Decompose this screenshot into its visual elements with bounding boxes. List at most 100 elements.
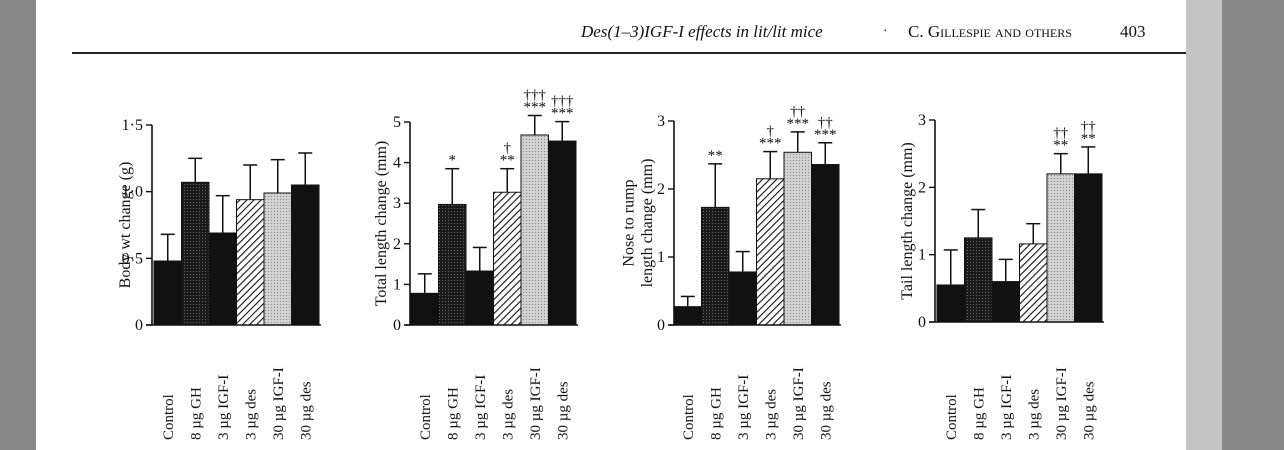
y-tick-label: 1	[657, 249, 665, 266]
category-label: 3 µg IGF-I	[999, 375, 1015, 440]
header-rule	[72, 52, 1204, 54]
y-tick-label: 0	[918, 314, 926, 331]
y-tick-label: 3	[393, 195, 401, 212]
significance-label: ††	[1081, 119, 1097, 135]
category-label: 30 µg IGF-I	[791, 367, 807, 440]
y-tick-label: 0	[657, 317, 665, 334]
y-tick-label: 4	[393, 155, 401, 172]
y-tick-label: 3	[657, 113, 665, 130]
bar	[673, 306, 702, 326]
bar	[1019, 243, 1048, 323]
significance-label: **	[1081, 131, 1096, 147]
scanner-margin	[1186, 0, 1222, 450]
running-author: C. Gillespie and others	[908, 22, 1072, 41]
category-label: 30 µg IGF-I	[528, 367, 544, 440]
bar	[991, 281, 1020, 323]
bar	[701, 206, 730, 326]
category-label: 30 µg IGF-I	[1054, 367, 1070, 440]
bar	[548, 140, 577, 326]
bar	[756, 178, 785, 326]
y-tick-label: 1	[918, 247, 926, 264]
category-label: 30 µg des	[1081, 381, 1097, 440]
y-tick-label: 0	[135, 317, 143, 334]
y-axis-label: Nose to rumplength change (mm)	[621, 159, 656, 288]
significance-label: **	[1053, 138, 1068, 154]
category-label: 3 µg des	[763, 389, 779, 440]
category-label: 8 µg GH	[445, 387, 461, 440]
bar	[493, 191, 522, 326]
chart-panel-3: 0 1 2 3 Nose to rumplength change (mm) Contro…	[621, 104, 841, 440]
significance-label: ††	[818, 115, 834, 131]
significance-label: †††	[551, 94, 574, 110]
bar	[811, 164, 840, 326]
bar	[208, 232, 237, 326]
category-label: 8 µg GH	[708, 387, 724, 440]
category-label: 3 µg des	[243, 389, 259, 440]
journal-page: Des(1–3)IGF-I effects in lit/lit mice · …	[36, 0, 1222, 450]
y-tick-label: 3	[918, 112, 926, 129]
significance-label: ***	[524, 100, 547, 116]
y-axis-label: Body wt change (g)	[117, 162, 134, 289]
bar	[153, 260, 182, 326]
running-header: Des(1–3)IGF-I effects in lit/lit mice · …	[36, 22, 1222, 46]
significance-label: ***	[787, 116, 810, 132]
category-label: Control	[418, 394, 434, 440]
bar	[1046, 173, 1075, 323]
bar	[1074, 173, 1103, 323]
running-title: Des(1–3)IGF-I effects in lit/lit mice	[581, 22, 823, 41]
significance-label: **	[500, 153, 515, 169]
significance-label: ††	[1053, 126, 1069, 142]
bar	[291, 184, 320, 326]
category-label: Control	[944, 394, 960, 440]
bar	[263, 192, 292, 326]
bar	[410, 292, 439, 326]
y-tick-label: 1	[393, 276, 401, 293]
bar	[936, 284, 965, 323]
y-tick-label: 1·0	[122, 184, 143, 201]
significance-label: †	[767, 124, 775, 140]
page-number: 403	[1120, 22, 1146, 41]
figure-panels: 0 0·5 1·0 1·5 Body wt change (g) Control 8 µg …	[117, 88, 1104, 440]
significance-label: ††	[790, 104, 806, 120]
y-tick-label: 5	[393, 114, 401, 131]
bar	[181, 181, 210, 326]
bar	[236, 199, 265, 326]
significance-label: **	[708, 148, 723, 164]
category-label: 8 µg GH	[188, 387, 204, 440]
y-axis-label: Total length change (mm)	[373, 141, 390, 307]
category-label: 30 µg des	[555, 381, 571, 440]
category-label: Control	[161, 394, 177, 440]
y-axis-label: Tail length change (mm)	[899, 142, 916, 300]
category-label: 3 µg des	[500, 389, 516, 440]
significance-label: *	[449, 153, 457, 169]
y-tick-label: 2	[918, 179, 926, 196]
bar	[465, 270, 494, 326]
header-separator: ·	[883, 24, 888, 39]
significance-label: †	[504, 141, 512, 157]
significance-label: ***	[551, 106, 574, 122]
y-tick-label: 0	[393, 317, 401, 334]
y-tick-label: 0·5	[122, 250, 143, 267]
significance-label: ***	[814, 127, 837, 143]
bar	[783, 151, 812, 326]
category-label: 30 µg des	[818, 381, 834, 440]
bar	[728, 271, 757, 326]
category-label: 3 µg IGF-I	[736, 375, 752, 440]
y-tick-label: 2	[393, 236, 401, 253]
chart-panel-1: 0 0·5 1·0 1·5 Body wt change (g) Control 8 µg …	[117, 117, 321, 440]
bar	[438, 203, 467, 326]
category-label: 30 µg IGF-I	[271, 367, 287, 440]
category-label: 30 µg des	[298, 381, 314, 440]
significance-label: †††	[524, 88, 547, 104]
bar	[520, 134, 549, 326]
category-label: Control	[681, 394, 697, 440]
y-tick-label: 1·5	[122, 117, 143, 134]
category-label: 3 µg IGF-I	[473, 375, 489, 440]
category-label: 3 µg des	[1026, 389, 1042, 440]
category-label: 3 µg IGF-I	[216, 375, 232, 440]
bar	[964, 237, 993, 323]
significance-label: ***	[759, 136, 782, 152]
y-tick-label: 2	[657, 181, 665, 198]
